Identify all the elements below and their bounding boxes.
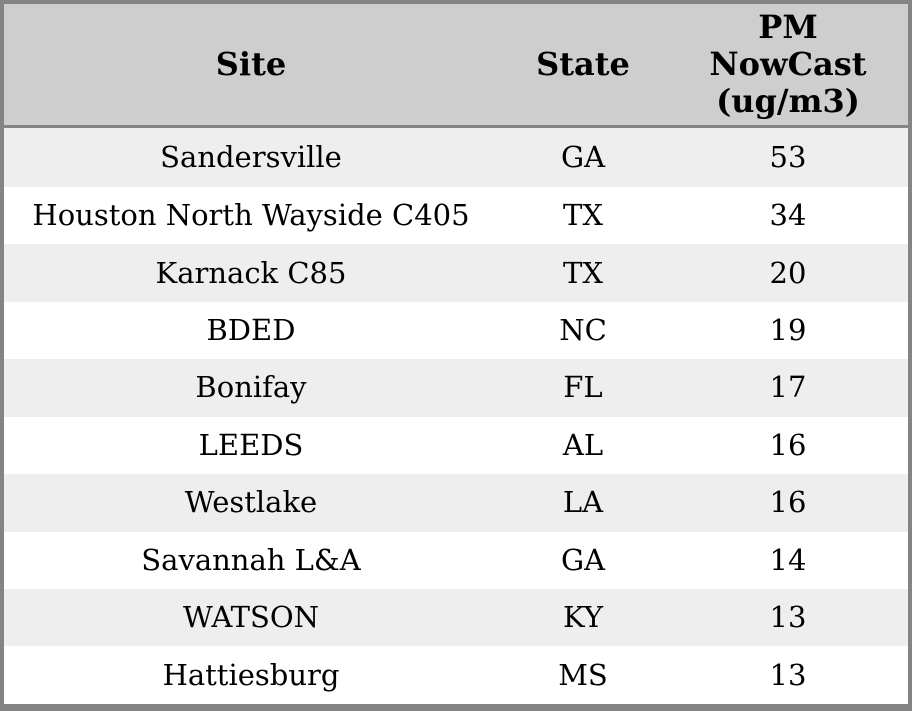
table-row: Hattiesburg MS 13 [4,646,908,704]
table-row: Savannah L&A GA 14 [4,531,908,589]
pm-nowcast-cell: 16 [769,427,807,462]
state-cell: MS [558,657,608,692]
column-header-state-label: State [536,45,630,83]
site-cell: Westlake [184,485,318,520]
site-cell: WATSON [182,600,320,635]
site-cell: Karnack C85 [155,255,347,290]
pm-nowcast-cell: 13 [769,657,807,692]
pm-nowcast-cell: 14 [769,542,807,577]
column-header-state: State [498,4,668,128]
table-row: Bonifay FL 17 [4,359,908,417]
state-cell: LA [562,485,604,520]
table-row: Karnack C85 TX 20 [4,244,908,302]
column-header-site: Site [4,4,498,128]
pm-nowcast-cell: 19 [769,313,807,348]
table-row: Houston North Wayside C405 TX 34 [4,186,908,245]
site-cell: Savannah L&A [141,542,361,577]
table-row: Westlake LA 16 [4,474,908,532]
table-body: Sandersville GA 53 Houston North Wayside… [4,126,908,704]
site-cell: BDED [206,313,296,348]
site-cell: LEEDS [198,427,304,462]
table-row: Sandersville GA 53 [4,126,908,187]
column-header-pm-nowcast-label: PM NowCast (ug/m3) [709,8,867,120]
table-row: BDED NC 19 [4,301,908,360]
state-cell: FL [563,370,603,405]
table-header: Site State PM NowCast (ug/m3) [4,4,908,128]
pm-nowcast-table: Site State PM NowCast (ug/m3) Sandersvil… [4,4,908,704]
pm-nowcast-cell: 17 [769,370,807,405]
header-row: Site State PM NowCast (ug/m3) [4,4,908,128]
pm-nowcast-cell: 20 [769,255,807,290]
table-row: LEEDS AL 16 [4,416,908,475]
state-cell: NC [559,313,607,348]
pm-nowcast-cell: 53 [769,139,807,174]
column-header-pm-nowcast: PM NowCast (ug/m3) [668,4,908,128]
state-cell: KY [562,600,604,635]
table-row: WATSON KY 13 [4,588,908,647]
site-cell: Bonifay [195,370,307,405]
state-cell: GA [560,139,606,174]
pm-nowcast-cell: 13 [769,600,807,635]
column-header-site-label: Site [215,45,287,83]
pm-nowcast-cell: 16 [769,485,807,520]
state-cell: AL [562,427,604,462]
site-cell: Sandersville [160,139,342,174]
state-cell: GA [560,542,606,577]
site-cell: Hattiesburg [162,657,340,692]
state-cell: TX [563,198,603,233]
site-cell: Houston North Wayside C405 [32,198,470,233]
state-cell: TX [563,255,603,290]
pm-nowcast-cell: 34 [769,198,807,233]
